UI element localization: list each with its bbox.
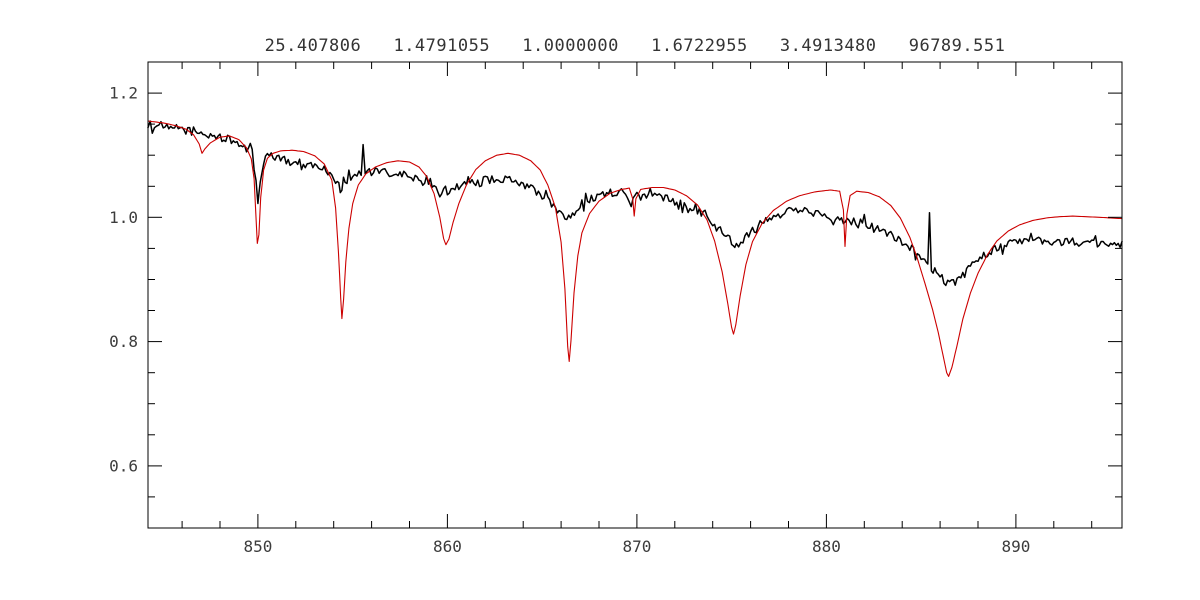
model-spectrum-line	[147, 120, 1123, 377]
y-tick-label: 1.0	[109, 208, 138, 227]
observed-spectrum-line	[147, 120, 1123, 287]
plot-title: 25.407806 1.4791055 1.0000000 1.6722955 …	[264, 36, 1006, 56]
x-tick-label: 850	[243, 537, 272, 556]
plot-frame	[147, 61, 1123, 529]
x-tick-label: 890	[1001, 537, 1030, 556]
y-tick-label: 1.2	[109, 84, 138, 103]
x-tick-label: 860	[433, 537, 462, 556]
x-tick-label: 870	[622, 537, 651, 556]
x-tick-label: 880	[812, 537, 841, 556]
y-tick-label: 0.6	[109, 456, 138, 475]
axis-tick-labels: 850 860 870 880 890 0.6 0.8 1.0 1.2	[109, 84, 1030, 556]
axis-ticks	[148, 61, 1122, 529]
y-tick-label: 0.8	[109, 332, 138, 351]
